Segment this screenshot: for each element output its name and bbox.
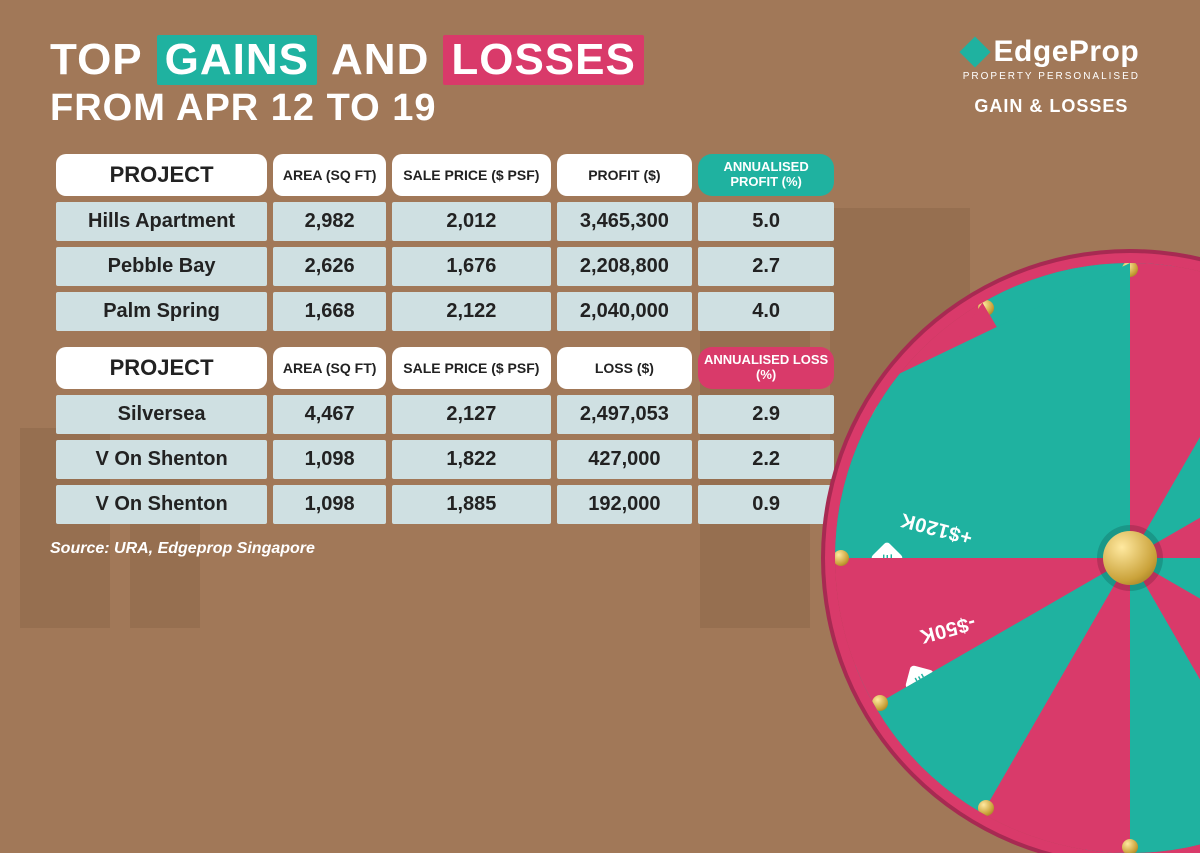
cell-area: 4,467 — [273, 395, 386, 434]
cell-project: V On Shenton — [56, 485, 267, 524]
title-word-gains: GAINS — [157, 35, 317, 85]
cell-value: 3,465,300 — [557, 202, 693, 241]
cell-area: 2,626 — [273, 247, 386, 286]
wheel-stud-icon — [1122, 839, 1138, 853]
cell-value: 2,497,053 — [557, 395, 693, 434]
wheel-stud-icon — [872, 695, 888, 711]
losses-col-pct: ANNUALISED LOSS (%) — [698, 347, 834, 389]
table-row: V On Shenton 1,098 1,885 192,000 0.9 — [56, 485, 834, 524]
cell-price: 2,122 — [392, 292, 550, 331]
gains-col-area: AREA (SQ FT) — [273, 154, 386, 196]
title-word-and: AND — [331, 35, 429, 85]
cell-pct: 2.7 — [698, 247, 834, 286]
cell-pct: 2.9 — [698, 395, 834, 434]
table-row: V On Shenton 1,098 1,822 427,000 2.2 — [56, 440, 834, 479]
page-title: TOP GAINS AND LOSSES FROM APR 12 TO 19 — [50, 35, 1150, 130]
gains-table: PROJECT AREA (SQ FT) SALE PRICE ($ PSF) … — [50, 148, 840, 337]
cell-pct: 4.0 — [698, 292, 834, 331]
title-word-losses: LOSSES — [443, 35, 644, 85]
cell-project: Palm Spring — [56, 292, 267, 331]
cell-value: 2,040,000 — [557, 292, 693, 331]
table-row: Pebble Bay 2,626 1,676 2,208,800 2.7 — [56, 247, 834, 286]
cell-price: 2,127 — [392, 395, 550, 434]
cell-area: 1,668 — [273, 292, 386, 331]
losses-col-price: SALE PRICE ($ PSF) — [392, 347, 550, 389]
cell-price: 1,822 — [392, 440, 550, 479]
table-row: Palm Spring 1,668 2,122 2,040,000 4.0 — [56, 292, 834, 331]
cell-project: Silversea — [56, 395, 267, 434]
losses-table: PROJECT AREA (SQ FT) SALE PRICE ($ PSF) … — [50, 341, 840, 530]
table-row: Hills Apartment 2,982 2,012 3,465,300 5.… — [56, 202, 834, 241]
wheel-stud-icon — [978, 800, 994, 816]
gains-col-pct: ANNUALISED PROFIT (%) — [698, 154, 834, 196]
cell-price: 2,012 — [392, 202, 550, 241]
losses-col-project: PROJECT — [56, 347, 267, 389]
cell-pct: 0.9 — [698, 485, 834, 524]
gains-col-project: PROJECT — [56, 154, 267, 196]
cell-pct: 5.0 — [698, 202, 834, 241]
losses-col-value: LOSS ($) — [557, 347, 693, 389]
cell-project: V On Shenton — [56, 440, 267, 479]
table-row: Silversea 4,467 2,127 2,497,053 2.9 — [56, 395, 834, 434]
losses-col-area: AREA (SQ FT) — [273, 347, 386, 389]
cell-price: 1,885 — [392, 485, 550, 524]
cell-area: 2,982 — [273, 202, 386, 241]
cell-value: 192,000 — [557, 485, 693, 524]
cell-project: Pebble Bay — [56, 247, 267, 286]
cell-project: Hills Apartment — [56, 202, 267, 241]
prize-wheel: +$700K+$600K-$50K+$120K — [835, 263, 1200, 853]
wheel-hub-icon — [1103, 531, 1157, 585]
cell-pct: 2.2 — [698, 440, 834, 479]
tables-container: PROJECT AREA (SQ FT) SALE PRICE ($ PSF) … — [50, 148, 840, 530]
gains-col-value: PROFIT ($) — [557, 154, 693, 196]
title-line2: FROM APR 12 TO 19 — [50, 87, 1150, 130]
cell-area: 1,098 — [273, 440, 386, 479]
cell-price: 1,676 — [392, 247, 550, 286]
cell-value: 2,208,800 — [557, 247, 693, 286]
cell-value: 427,000 — [557, 440, 693, 479]
cell-area: 1,098 — [273, 485, 386, 524]
title-word-top: TOP — [50, 35, 143, 85]
gains-col-price: SALE PRICE ($ PSF) — [392, 154, 550, 196]
